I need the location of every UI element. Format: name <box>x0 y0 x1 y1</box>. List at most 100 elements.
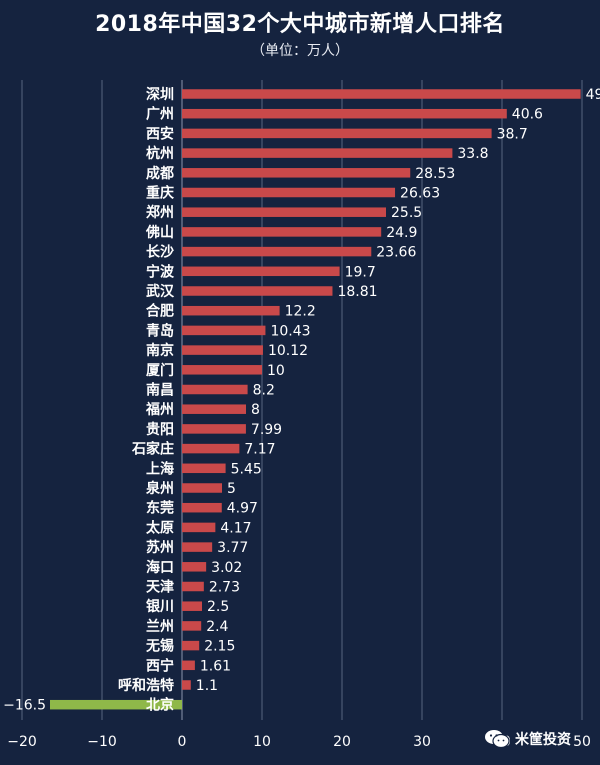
x-tick-label: −20 <box>7 734 37 750</box>
category-label: 合肥 <box>146 303 174 320</box>
bar <box>182 562 207 572</box>
x-tick-label: 50 <box>573 734 591 750</box>
bar <box>182 463 226 474</box>
data-label: 38.7 <box>497 126 528 142</box>
bar <box>182 443 240 454</box>
category-label: 武汉 <box>146 283 175 300</box>
data-label: 26.63 <box>400 186 440 202</box>
bar <box>182 187 396 198</box>
bar <box>182 89 581 99</box>
category-label: 兰州 <box>146 618 174 635</box>
bar <box>182 502 222 513</box>
category-label: 宁波 <box>146 263 175 280</box>
data-label: 2.4 <box>206 619 228 635</box>
bar <box>182 384 248 395</box>
data-label: −16.5 <box>3 698 46 714</box>
category-label: 福州 <box>145 401 174 418</box>
category-label: 无锡 <box>145 638 174 655</box>
category-label: 深圳 <box>146 86 174 103</box>
data-label: 7.99 <box>251 422 282 438</box>
category-label: 杭州 <box>146 145 174 162</box>
category-label: 海口 <box>146 559 174 576</box>
x-tick-label: 30 <box>413 734 431 750</box>
data-label: 5.45 <box>231 461 262 477</box>
bar <box>182 207 386 217</box>
data-label: 10.43 <box>270 323 310 339</box>
data-label: 1.61 <box>200 658 231 674</box>
category-label: 上海 <box>146 460 174 477</box>
category-label: 青岛 <box>146 322 174 339</box>
data-label: 25.5 <box>391 205 422 221</box>
bar <box>182 581 204 592</box>
category-label: 北京 <box>146 697 174 714</box>
data-label: 4.17 <box>220 520 251 536</box>
category-label: 南京 <box>146 342 174 359</box>
bar <box>182 621 202 631</box>
bar <box>182 345 263 355</box>
data-label: 10.12 <box>268 343 308 359</box>
bar <box>182 266 340 277</box>
category-label: 西宁 <box>146 657 174 674</box>
data-label: 3.77 <box>217 540 248 556</box>
data-label: 3.02 <box>211 560 242 576</box>
data-label: 7.17 <box>244 442 275 458</box>
x-tick-label: 10 <box>253 734 271 750</box>
data-label: 19.7 <box>345 264 376 280</box>
category-label: 厦门 <box>146 362 174 379</box>
category-label: 泉州 <box>146 480 174 497</box>
data-label: 8.2 <box>253 383 275 399</box>
category-label: 银川 <box>146 598 174 615</box>
data-label: 40.6 <box>512 107 543 123</box>
bar <box>182 660 195 671</box>
data-label: 5 <box>227 481 236 497</box>
category-label: 郑州 <box>146 204 174 221</box>
bar <box>182 680 191 690</box>
category-label: 贵阳 <box>146 421 174 438</box>
bar <box>182 483 222 493</box>
category-label: 石家庄 <box>131 441 174 458</box>
bar <box>182 305 280 316</box>
bar <box>182 365 262 375</box>
bar <box>182 148 453 158</box>
bar <box>182 601 202 611</box>
data-label: 23.66 <box>376 245 416 261</box>
data-label: 2.73 <box>209 580 240 596</box>
bar <box>182 227 382 237</box>
category-label: 重庆 <box>146 185 174 202</box>
category-label: 东莞 <box>146 500 174 517</box>
bar <box>182 108 507 119</box>
bar <box>182 128 492 139</box>
watermark-text: 米筐投资 <box>515 732 571 748</box>
x-tick-label: 20 <box>333 734 351 750</box>
bar <box>182 246 372 257</box>
data-label: 1.1 <box>196 678 218 694</box>
bar <box>182 168 411 178</box>
category-label: 西安 <box>146 125 174 142</box>
category-label: 广州 <box>146 106 174 123</box>
data-label: 4.97 <box>227 501 258 517</box>
category-label: 长沙 <box>146 244 174 261</box>
bar <box>182 522 216 533</box>
data-label: 49.83 <box>586 87 600 103</box>
data-label: 2.5 <box>207 599 229 615</box>
bar <box>182 640 200 651</box>
bar <box>182 286 333 296</box>
category-label: 佛山 <box>145 224 174 241</box>
data-label: 12.2 <box>285 304 316 320</box>
category-label: 天津 <box>146 579 174 596</box>
watermark: 米筐投资 <box>484 729 571 749</box>
category-label: 成都 <box>146 165 174 182</box>
category-label: 呼和浩特 <box>118 677 174 694</box>
data-label: 10 <box>267 363 285 379</box>
category-label: 太原 <box>146 519 174 536</box>
data-label: 28.53 <box>415 166 455 182</box>
bar <box>182 424 246 434</box>
data-label: 18.81 <box>337 284 377 300</box>
data-label: 2.15 <box>204 639 235 655</box>
category-label: 南昌 <box>146 382 174 399</box>
chart-subtitle: （单位：万人） <box>251 43 349 59</box>
data-label: 8 <box>251 402 260 418</box>
data-label: 33.8 <box>457 146 488 162</box>
bar <box>50 699 182 710</box>
